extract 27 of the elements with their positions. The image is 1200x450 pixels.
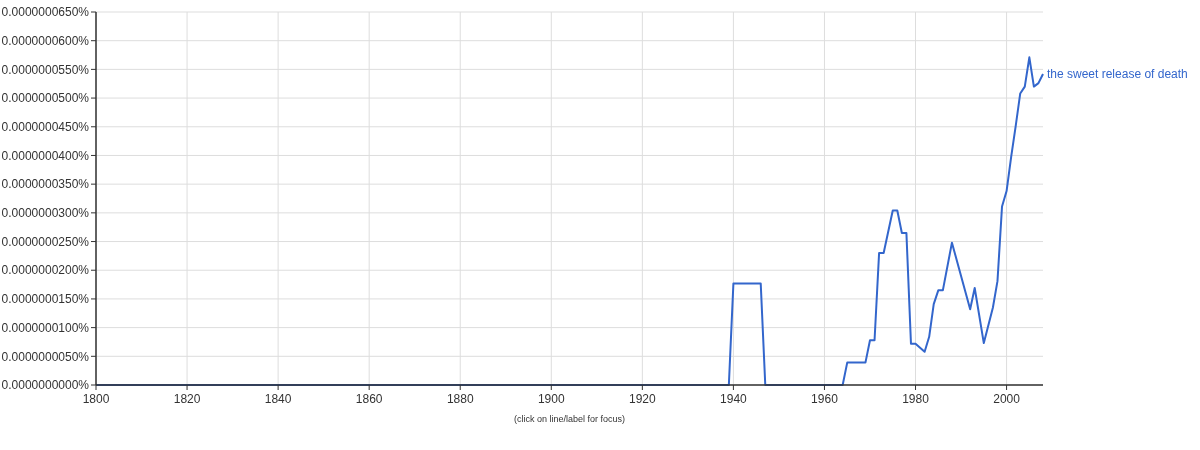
y-tick-label: 0.0000000150% [1,292,90,307]
x-tick-label: 1900 [537,392,565,406]
text: (click on line/label for focus) [513,414,626,424]
x-tick-label: 1980 [902,392,930,406]
y-tick-label: 0.0000000300% [1,206,90,221]
y-tick-label: 0.0000000400% [1,148,90,163]
y-tick-label: 0.0000000250% [1,234,90,249]
y-tick-label: 0.0000000350% [1,177,90,192]
y-tick-label: 0.0000000600% [1,33,90,48]
x-tick-label: 1960 [811,392,839,406]
series-label: the sweet release of death [1047,67,1188,82]
y-tick-label: 0.0000000200% [1,263,90,278]
y-tick-label: 0.0000000650% [1,5,90,20]
y-tick-label: 0.0000000450% [1,119,90,134]
y-tick-label: 0.0000000000% [1,378,90,393]
y-tick-label: 0.0000000550% [1,62,90,77]
y-tick-label: 0.0000000050% [1,349,90,364]
x-tick-label: 1940 [720,392,748,406]
x-tick-label: 1800 [82,392,110,406]
x-tick-label: 1920 [628,392,657,406]
x-tick-label: 2000 [993,392,1021,406]
x-tick-label: 1860 [355,392,383,406]
x-tick-label: 1840 [264,392,292,406]
y-tick-label: 0.0000000500% [1,91,90,106]
x-tick-label: 1820 [173,392,201,406]
x-tick-label: 1880 [446,392,474,406]
y-tick-label: 0.0000000100% [1,320,90,335]
